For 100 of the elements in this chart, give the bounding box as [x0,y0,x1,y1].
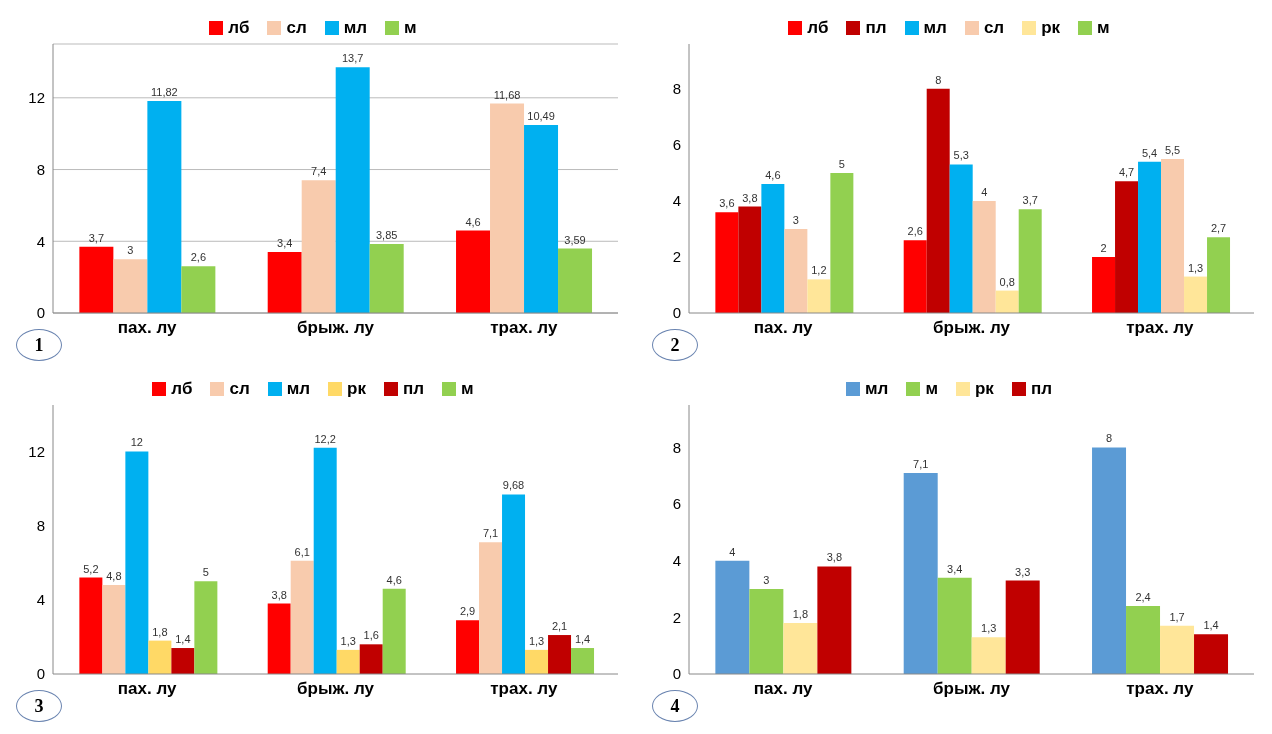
data-label: 3,4 [277,237,293,250]
x-tick-label: трах. лу [490,679,558,699]
x-tick-label: пах. лу [753,679,814,699]
data-label: 4 [981,185,988,198]
data-label: 1,3 [528,634,545,647]
data-label: 8 [935,73,942,86]
bar [335,67,370,313]
data-label: 7,1 [913,457,929,470]
y-tick-label: 8 [672,80,681,98]
data-label: 12 [130,436,143,449]
y-tick-label: 6 [672,495,681,513]
bar [830,172,854,313]
legend-label: рк [974,379,994,399]
data-label: 3 [127,244,134,257]
legend-label: мл [923,18,947,38]
data-label: 11,82 [151,86,178,99]
y-tick-label: 6 [672,136,681,154]
bar [1005,580,1040,674]
bar [1018,209,1042,313]
data-label: 3,7 [1022,194,1038,207]
bar [1138,161,1162,313]
bar [1184,276,1208,313]
data-label: 1,2 [811,264,827,277]
bar [479,542,503,674]
y-tick-label: 8 [36,516,45,534]
legend-label: м [404,18,417,38]
bar [715,560,750,674]
bar [995,290,1019,313]
data-label: 5,5 [1164,143,1181,156]
bar [558,248,593,313]
bar [749,589,784,674]
bar [1092,256,1116,313]
bar [79,577,103,674]
x-tick-label: трах. лу [1126,318,1194,338]
data-label: 2,6 [907,225,923,238]
bar [525,649,549,674]
bar [147,101,182,313]
bar [113,259,148,313]
y-tick-label: 0 [36,304,45,322]
y-tick-label: 8 [672,438,681,456]
data-label: 5 [202,566,209,579]
data-label: 3,4 [947,562,963,575]
data-label: 5,4 [1141,146,1158,159]
data-label: 3,3 [1015,565,1031,578]
bar [290,560,314,674]
bar [972,200,996,313]
bar [738,206,762,313]
bar [1115,181,1139,313]
data-label: 3,59 [564,233,586,246]
data-label: 1,4 [574,633,591,646]
bar [125,451,149,674]
y-tick-label: 2 [672,248,681,266]
data-label: 4,6 [386,573,402,586]
bar [79,246,114,313]
bar [783,623,818,674]
bar [267,603,291,674]
legend-label: м [925,379,938,399]
bar [359,644,383,674]
y-tick-label: 12 [28,89,45,107]
data-label: 2,6 [190,251,207,264]
bar [949,164,973,313]
bar [194,581,218,674]
data-label: 1,8 [792,608,809,621]
y-tick-label: 4 [36,232,45,250]
bar [761,184,785,313]
bar [1160,625,1195,674]
data-label: 6,1 [294,545,310,558]
bar [456,230,491,313]
data-label: 3,85 [375,228,398,241]
x-tick-label: пах. лу [117,318,178,338]
legend-label: мл [286,379,311,399]
data-label: 11,68 [493,88,521,101]
legend-label: лб [228,18,250,38]
bar [937,577,972,674]
legend-label: лб [807,18,829,38]
y-tick-label: 0 [36,665,45,683]
bar [571,648,595,674]
data-label: 1,3 [981,622,997,635]
legend-label: мл [343,18,368,38]
legend-label: мл [865,379,889,399]
data-label: 3,6 [719,197,735,210]
bar [456,620,480,674]
x-tick-label: трах. лу [1126,679,1194,699]
bar [313,447,337,674]
legend-label: сл [286,18,307,38]
bar [715,212,739,313]
legend-label: лб [171,379,193,399]
data-label: 3,7 [88,231,105,244]
bar [301,180,336,313]
data-label: 1,4 [1203,619,1219,632]
data-label: 8 [1105,432,1113,445]
legend-label: рк [1041,18,1061,38]
data-label: 5 [838,157,845,170]
data-label: 4,7 [1118,166,1135,179]
x-tick-label: трах. лу [490,318,558,338]
bar [903,472,938,674]
data-label: 3 [763,574,770,587]
legend-label: пл [865,18,887,38]
data-label: 3 [792,213,799,226]
bar [171,648,195,674]
